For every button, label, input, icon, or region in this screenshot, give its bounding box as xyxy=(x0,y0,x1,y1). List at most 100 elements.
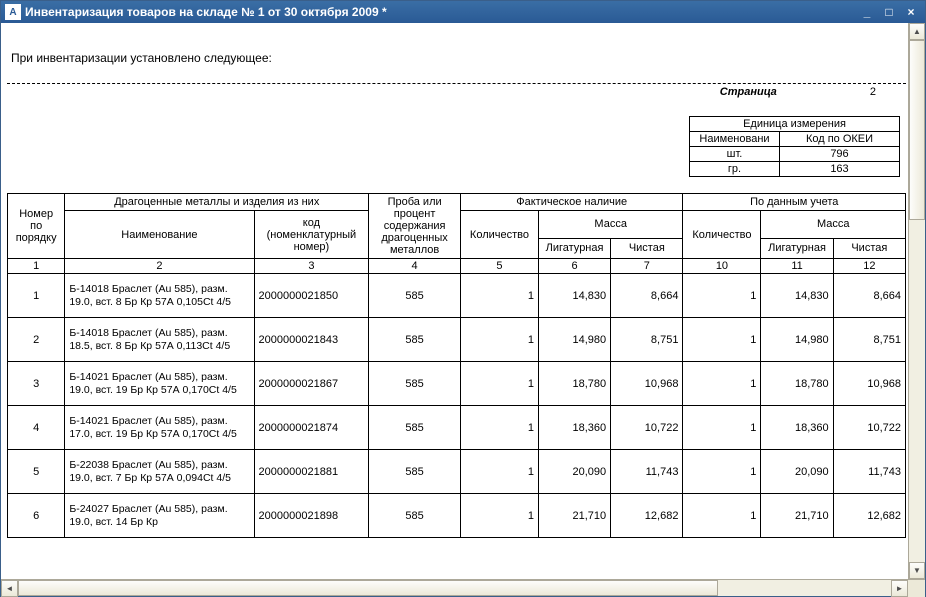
colnum: 7 xyxy=(611,259,683,274)
document-content: При инвентаризации установлено следующее… xyxy=(1,23,908,579)
colnum: 5 xyxy=(460,259,538,274)
cell-num: 4 xyxy=(8,406,65,450)
cell-fact-qty: 1 xyxy=(460,274,538,318)
scroll-left-button[interactable]: ◄ xyxy=(1,580,18,597)
cell-fact-qty: 1 xyxy=(460,450,538,494)
column-number-row: 1 2 3 4 5 6 7 10 11 12 xyxy=(8,259,906,274)
page-separator xyxy=(7,83,906,84)
cell-code: 2000000021867 xyxy=(254,362,369,406)
cell-fact-pure: 12,682 xyxy=(611,494,683,538)
table-row: 5Б-22038 Браслет (Au 585), разм. 19.0, в… xyxy=(8,450,906,494)
cell-fact-pure: 11,743 xyxy=(611,450,683,494)
cell-num: 5 xyxy=(8,450,65,494)
cell-name: Б-14018 Браслет (Au 585), разм. 18.5, вс… xyxy=(65,318,254,362)
cell-acct-lig: 21,710 xyxy=(761,494,833,538)
cell-num: 1 xyxy=(8,274,65,318)
cell-acct-lig: 20,090 xyxy=(761,450,833,494)
cell-acct-lig: 14,980 xyxy=(761,318,833,362)
cell-acct-pure: 10,968 xyxy=(833,362,905,406)
colnum: 2 xyxy=(65,259,254,274)
horizontal-scrollbar[interactable]: ◄ ► xyxy=(1,579,925,596)
scroll-up-button[interactable]: ▲ xyxy=(909,23,925,40)
scroll-down-button[interactable]: ▼ xyxy=(909,562,925,579)
cell-fact-qty: 1 xyxy=(460,406,538,450)
th-fact-qty: Количество xyxy=(460,211,538,259)
cell-proba: 585 xyxy=(369,318,461,362)
th-acct-qty: Количество xyxy=(683,211,761,259)
intro-text: При инвентаризации установлено следующее… xyxy=(7,29,906,75)
page-number: 2 xyxy=(870,86,876,98)
page-info: Страница 2 xyxy=(7,86,906,98)
colnum: 1 xyxy=(8,259,65,274)
unit-code-label: Код по ОКЕИ xyxy=(780,132,900,147)
cell-fact-qty: 1 xyxy=(460,318,538,362)
unit-table: Единица измерения Наименовани Код по ОКЕ… xyxy=(689,116,900,177)
table-row: 4Б-14021 Браслет (Au 585), разм. 17.0, в… xyxy=(8,406,906,450)
maximize-button[interactable]: □ xyxy=(879,4,899,20)
cell-fact-lig: 18,360 xyxy=(538,406,610,450)
inventory-table: Номер по порядку Драгоценные металлы и и… xyxy=(7,193,906,538)
th-fact-pure: Чистая xyxy=(611,238,683,259)
th-precious: Драгоценные металлы и изделия из них xyxy=(65,194,369,211)
close-button[interactable]: × xyxy=(901,4,921,20)
th-fact: Фактическое наличие xyxy=(460,194,682,211)
cell-fact-pure: 10,722 xyxy=(611,406,683,450)
unit-row-code: 796 xyxy=(780,147,900,162)
page-label: Страница xyxy=(720,86,777,98)
cell-name: Б-22038 Браслет (Au 585), разм. 19.0, вс… xyxy=(65,450,254,494)
cell-acct-qty: 1 xyxy=(683,406,761,450)
colnum: 6 xyxy=(538,259,610,274)
th-acct-mass: Масса xyxy=(761,211,906,239)
cell-fact-lig: 14,980 xyxy=(538,318,610,362)
table-row: 2Б-14018 Браслет (Au 585), разм. 18.5, в… xyxy=(8,318,906,362)
scroll-track[interactable] xyxy=(18,580,891,596)
th-name: Наименование xyxy=(65,211,254,259)
colnum: 10 xyxy=(683,259,761,274)
scroll-thumb[interactable] xyxy=(909,40,925,220)
cell-name: Б-14021 Браслет (Au 585), разм. 19.0, вс… xyxy=(65,362,254,406)
unit-row-name: гр. xyxy=(690,162,780,177)
cell-fact-lig: 14,830 xyxy=(538,274,610,318)
cell-acct-pure: 8,751 xyxy=(833,318,905,362)
cell-acct-lig: 14,830 xyxy=(761,274,833,318)
cell-num: 6 xyxy=(8,494,65,538)
table-row: 1Б-14018 Браслет (Au 585), разм. 19.0, в… xyxy=(8,274,906,318)
titlebar[interactable]: A Инвентаризация товаров на складе № 1 о… xyxy=(1,1,925,23)
table-row: 6Б-24027 Браслет (Au 585), разм. 19.0, в… xyxy=(8,494,906,538)
cell-code: 2000000021874 xyxy=(254,406,369,450)
cell-acct-pure: 11,743 xyxy=(833,450,905,494)
cell-proba: 585 xyxy=(369,406,461,450)
cell-fact-pure: 8,751 xyxy=(611,318,683,362)
cell-acct-qty: 1 xyxy=(683,318,761,362)
th-acct: По данным учета xyxy=(683,194,906,211)
cell-acct-pure: 8,664 xyxy=(833,274,905,318)
cell-fact-pure: 10,968 xyxy=(611,362,683,406)
cell-proba: 585 xyxy=(369,274,461,318)
cell-acct-qty: 1 xyxy=(683,274,761,318)
cell-fact-qty: 1 xyxy=(460,362,538,406)
cell-proba: 585 xyxy=(369,494,461,538)
cell-acct-pure: 12,682 xyxy=(833,494,905,538)
minimize-button[interactable]: _ xyxy=(857,4,877,20)
colnum: 3 xyxy=(254,259,369,274)
colnum: 12 xyxy=(833,259,905,274)
window-title: Инвентаризация товаров на складе № 1 от … xyxy=(25,5,857,19)
cell-name: Б-14018 Браслет (Au 585), разм. 19.0, вс… xyxy=(65,274,254,318)
th-acct-lig: Лигатурная xyxy=(761,238,833,259)
cell-fact-qty: 1 xyxy=(460,494,538,538)
scroll-thumb[interactable] xyxy=(18,580,718,596)
th-proba: Проба или процент содержания драгоценных… xyxy=(369,194,461,259)
scroll-track[interactable] xyxy=(909,40,925,562)
cell-code: 2000000021850 xyxy=(254,274,369,318)
unit-row-name: шт. xyxy=(690,147,780,162)
vertical-scrollbar[interactable]: ▲ ▼ xyxy=(908,23,925,579)
colnum: 4 xyxy=(369,259,461,274)
cell-proba: 585 xyxy=(369,450,461,494)
th-acct-pure: Чистая xyxy=(833,238,905,259)
cell-name: Б-14021 Браслет (Au 585), разм. 17.0, вс… xyxy=(65,406,254,450)
cell-acct-qty: 1 xyxy=(683,494,761,538)
scroll-right-button[interactable]: ► xyxy=(891,580,908,597)
cell-num: 3 xyxy=(8,362,65,406)
colnum: 11 xyxy=(761,259,833,274)
scroll-corner xyxy=(908,580,925,597)
